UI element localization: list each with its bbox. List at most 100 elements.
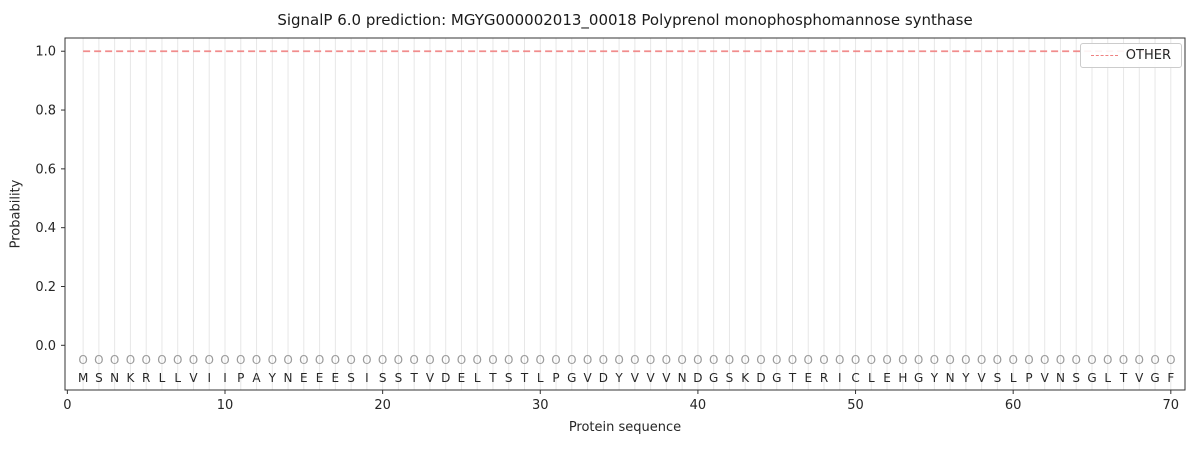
svg-text:O: O <box>788 353 797 367</box>
svg-text:O: O <box>1135 353 1144 367</box>
svg-text:O: O <box>898 353 907 367</box>
svg-text:E: E <box>300 371 308 385</box>
svg-text:K: K <box>126 371 135 385</box>
svg-text:O: O <box>662 353 671 367</box>
svg-text:O: O <box>110 353 119 367</box>
svg-text:O: O <box>78 353 87 367</box>
svg-text:0.0: 0.0 <box>35 339 56 354</box>
svg-text:O: O <box>488 353 497 367</box>
svg-text:L: L <box>474 371 481 385</box>
svg-text:V: V <box>583 371 592 385</box>
svg-text:O: O <box>677 353 686 367</box>
svg-text:0.4: 0.4 <box>35 221 56 236</box>
svg-text:E: E <box>332 371 340 385</box>
svg-text:50: 50 <box>847 398 864 413</box>
svg-text:O: O <box>205 353 214 367</box>
svg-text:O: O <box>599 353 608 367</box>
svg-text:O: O <box>630 353 639 367</box>
svg-text:V: V <box>647 371 656 385</box>
svg-text:O: O <box>394 353 403 367</box>
svg-text:O: O <box>614 353 623 367</box>
svg-text:60: 60 <box>1005 398 1022 413</box>
svg-text:O: O <box>835 353 844 367</box>
svg-text:S: S <box>505 371 513 385</box>
svg-text:0.6: 0.6 <box>35 162 56 177</box>
svg-text:10: 10 <box>217 398 234 413</box>
svg-text:O: O <box>756 353 765 367</box>
svg-text:O: O <box>914 353 923 367</box>
svg-text:O: O <box>173 353 182 367</box>
svg-text:Y: Y <box>614 371 623 385</box>
svg-text:O: O <box>961 353 970 367</box>
svg-text:A: A <box>252 371 261 385</box>
svg-text:S: S <box>726 371 734 385</box>
svg-text:O: O <box>315 353 324 367</box>
svg-text:O: O <box>1103 353 1112 367</box>
svg-text:T: T <box>788 371 797 385</box>
svg-text:O: O <box>1166 353 1175 367</box>
svg-text:V: V <box>426 371 435 385</box>
svg-text:O: O <box>425 353 434 367</box>
chart-title: SignalP 6.0 prediction: MGYG000002013_00… <box>277 11 973 29</box>
svg-text:E: E <box>804 371 812 385</box>
svg-text:L: L <box>1010 371 1017 385</box>
svg-text:O: O <box>362 353 371 367</box>
svg-text:Y: Y <box>268 371 277 385</box>
svg-text:K: K <box>741 371 750 385</box>
svg-text:I: I <box>838 371 842 385</box>
svg-text:S: S <box>1072 371 1080 385</box>
svg-text:V: V <box>631 371 640 385</box>
svg-text:O: O <box>346 353 355 367</box>
svg-text:O: O <box>646 353 655 367</box>
svg-text:O: O <box>236 353 245 367</box>
x-axis-label: Protein sequence <box>568 420 682 435</box>
svg-text:O: O <box>504 353 513 367</box>
svg-text:O: O <box>1056 353 1065 367</box>
svg-text:D: D <box>756 371 765 385</box>
svg-text:G: G <box>709 371 718 385</box>
svg-text:O: O <box>882 353 891 367</box>
svg-text:P: P <box>237 371 244 385</box>
svg-text:O: O <box>867 353 876 367</box>
svg-text:L: L <box>1104 371 1111 385</box>
svg-text:O: O <box>1024 353 1033 367</box>
svg-text:O: O <box>693 353 702 367</box>
svg-text:G: G <box>567 371 576 385</box>
svg-text:70: 70 <box>1163 398 1180 413</box>
svg-text:O: O <box>299 353 308 367</box>
svg-text:O: O <box>930 353 939 367</box>
svg-text:V: V <box>662 371 671 385</box>
svg-text:G: G <box>1087 371 1096 385</box>
svg-text:V: V <box>1041 371 1050 385</box>
legend: OTHER <box>1079 43 1182 68</box>
svg-text:G: G <box>772 371 781 385</box>
svg-text:O: O <box>1087 353 1096 367</box>
svg-text:I: I <box>365 371 369 385</box>
svg-text:E: E <box>458 371 466 385</box>
legend-label: OTHER <box>1125 48 1171 63</box>
svg-text:S: S <box>379 371 387 385</box>
svg-text:S: S <box>95 371 103 385</box>
svg-text:L: L <box>174 371 181 385</box>
svg-text:E: E <box>316 371 324 385</box>
svg-text:L: L <box>159 371 166 385</box>
svg-text:O: O <box>220 353 229 367</box>
svg-text:S: S <box>994 371 1002 385</box>
svg-text:O: O <box>472 353 481 367</box>
svg-text:20: 20 <box>374 398 391 413</box>
svg-text:O: O <box>1150 353 1159 367</box>
svg-text:0.2: 0.2 <box>35 280 56 295</box>
svg-text:30: 30 <box>532 398 549 413</box>
svg-text:T: T <box>1119 371 1128 385</box>
svg-text:L: L <box>537 371 544 385</box>
svg-text:H: H <box>898 371 907 385</box>
svg-text:0: 0 <box>63 398 71 413</box>
svg-text:O: O <box>268 353 277 367</box>
svg-text:O: O <box>94 353 103 367</box>
svg-text:O: O <box>157 353 166 367</box>
svg-text:M: M <box>78 371 88 385</box>
legend-dashed-line-sample <box>1090 55 1118 56</box>
svg-text:O: O <box>126 353 135 367</box>
